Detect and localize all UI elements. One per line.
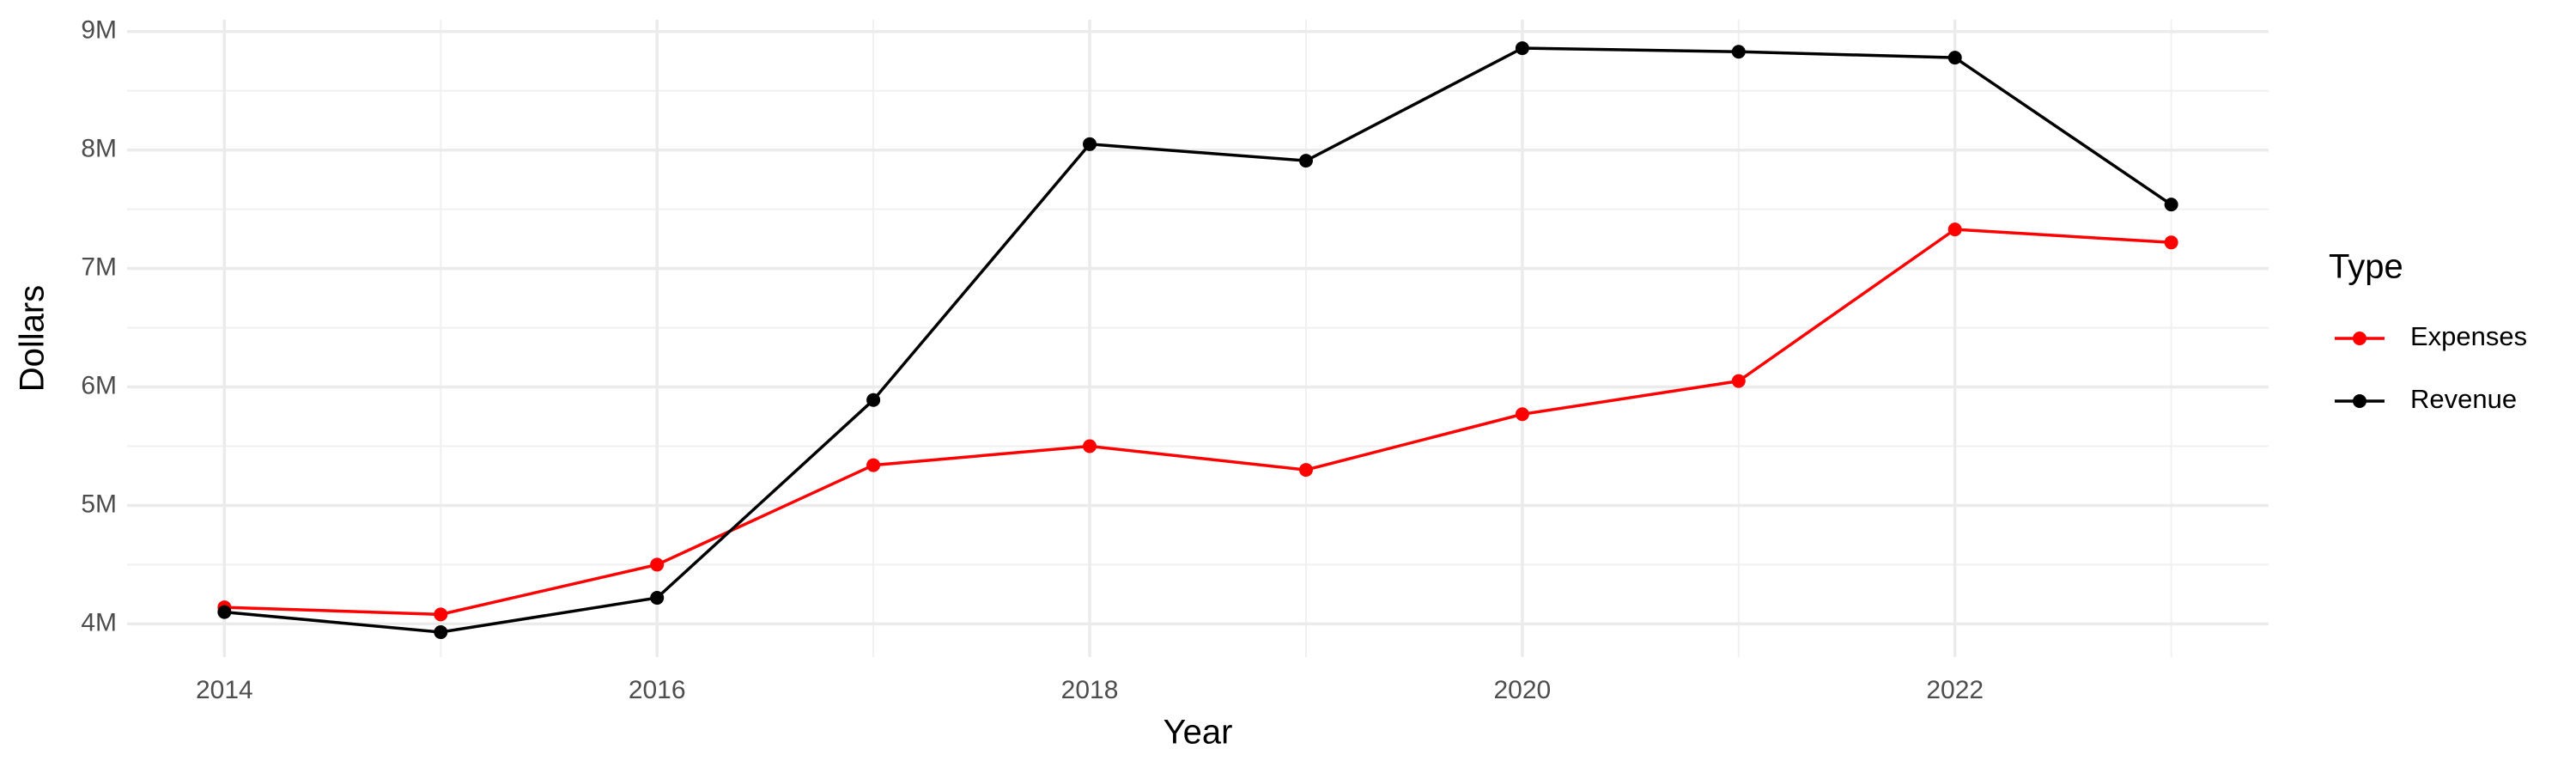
line: [224, 46, 2172, 634]
legend-point: [2353, 332, 2366, 345]
point: [1083, 439, 1097, 453]
y-tick-label: 9M: [81, 16, 117, 45]
legend-label: Revenue: [2410, 384, 2517, 414]
point: [1947, 222, 1962, 237]
y-tick-label: 8M: [81, 135, 117, 163]
legend-title: Type: [2329, 248, 2403, 286]
y-tick-label: 7M: [81, 253, 117, 282]
point: [217, 605, 232, 619]
point: [1731, 374, 1746, 388]
point: [1298, 154, 1313, 168]
point: [1731, 45, 1746, 59]
point: [866, 393, 881, 407]
point: [650, 557, 665, 572]
x-tick-label: 2022: [1926, 676, 1984, 704]
y-axis-title: Dollars: [14, 285, 52, 392]
x-tick-label: 2020: [1494, 676, 1552, 704]
point: [2164, 235, 2178, 250]
x-tick-label: 2016: [629, 676, 686, 704]
point: [1083, 137, 1097, 151]
x-tick-label: 2014: [196, 676, 253, 704]
line: [224, 228, 2172, 617]
point: [434, 625, 448, 640]
x-axis-title: Year: [1163, 714, 1233, 752]
legend-point: [2353, 394, 2366, 408]
point: [650, 591, 665, 606]
legend-label: Expenses: [2410, 321, 2527, 351]
point: [866, 458, 881, 472]
x-tick-label: 2018: [1061, 676, 1119, 704]
point: [434, 607, 448, 622]
point: [2164, 198, 2178, 212]
point: [1298, 463, 1313, 478]
y-tick-label: 4M: [81, 608, 117, 636]
point: [1515, 407, 1529, 422]
point: [1947, 51, 1962, 65]
y-tick-label: 6M: [81, 371, 117, 399]
y-tick-label: 5M: [81, 490, 117, 518]
point: [1515, 41, 1529, 56]
